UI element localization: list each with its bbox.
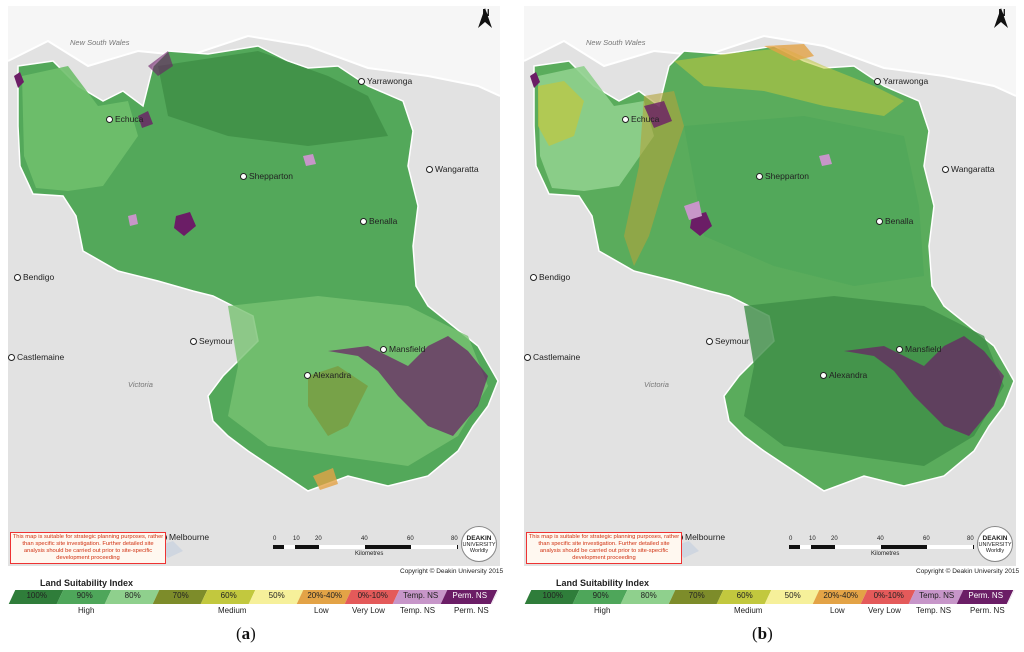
legend-class-20-40: 20%-40%: [296, 590, 353, 604]
place-castlemaine: Castlemaine: [524, 352, 580, 362]
map-frame: New South Wales Victoria N Yarrawonga Ec…: [8, 6, 500, 566]
legend-class-50: 50%: [764, 590, 821, 604]
caption-a: (a): [236, 624, 256, 643]
north-arrow-icon: [478, 8, 492, 28]
place-mansfield: Mansfield: [896, 344, 941, 354]
place-benalla: Benalla: [360, 216, 397, 226]
place-shepparton: Shepparton: [756, 171, 809, 181]
legend-class-0-10: 0%-10%: [860, 590, 917, 604]
copyright: Copyright © Deakin University 2015: [916, 568, 1020, 575]
legend-group-perm-ns: Perm. NS: [454, 606, 489, 615]
place-mansfield: Mansfield: [380, 344, 425, 354]
place-echuca: Echuca: [622, 114, 659, 124]
deakin-logo: DEAKIN UNIVERSITY Worldly: [461, 526, 497, 562]
region-label-nsw: New South Wales: [586, 38, 646, 47]
legend-class-20-40: 20%-40%: [812, 590, 869, 604]
legend-class-perm-ns: Perm. NS: [440, 590, 499, 604]
legend-group-low: Low: [830, 606, 845, 615]
legend-bar: 100% 90% 80% 70% 60% 50% 20%-40% 0%-10% …: [524, 590, 1016, 604]
map-panel-b: New South Wales Victoria N Yarrawonga Ec…: [524, 6, 1020, 615]
legend-group-high: High: [78, 606, 95, 615]
legend-group-very-low: Very Low: [352, 606, 385, 615]
legend-class-90: 90%: [572, 590, 629, 604]
legend-class-80: 80%: [104, 590, 161, 604]
legend-class-temp-ns: Temp. NS: [392, 590, 449, 604]
copyright: Copyright © Deakin University 2015: [400, 568, 504, 575]
legend-class-100: 100%: [524, 590, 581, 604]
region-label-nsw: New South Wales: [70, 38, 130, 47]
caption-b: (b): [752, 624, 773, 643]
legend-class-60: 60%: [200, 590, 257, 604]
legend-group-medium: Medium: [218, 606, 247, 615]
legend-class-60: 60%: [716, 590, 773, 604]
region-label-victoria: Victoria: [644, 380, 669, 389]
place-bendigo: Bendigo: [530, 272, 570, 282]
legend-class-70: 70%: [152, 590, 209, 604]
legend-class-temp-ns: Temp. NS: [908, 590, 965, 604]
place-alexandra: Alexandra: [820, 370, 867, 380]
region-label-victoria: Victoria: [128, 380, 153, 389]
legend-class-0-10: 0%-10%: [344, 590, 401, 604]
legend-group-temp-ns: Temp. NS: [400, 606, 436, 615]
place-alexandra: Alexandra: [304, 370, 351, 380]
place-wangaratta: Wangaratta: [942, 164, 995, 174]
legend-class-50: 50%: [248, 590, 305, 604]
map-frame: New South Wales Victoria N Yarrawonga Ec…: [524, 6, 1016, 566]
legend-group-high: High: [594, 606, 611, 615]
disclaimer-box: This map is suitable for strategic plann…: [526, 532, 682, 564]
north-arrow: N: [478, 8, 494, 28]
place-benalla: Benalla: [876, 216, 913, 226]
scale-bar: 0 10 20 40 60 80 Kilometres: [273, 536, 458, 557]
legend-title: Land Suitability Index: [40, 578, 134, 588]
place-bendigo: Bendigo: [14, 272, 54, 282]
legend-group-very-low: Very Low: [868, 606, 901, 615]
place-wangaratta: Wangaratta: [426, 164, 479, 174]
legend-group-low: Low: [314, 606, 329, 615]
place-castlemaine: Castlemaine: [8, 352, 64, 362]
deakin-logo: DEAKIN UNIVERSITY Worldly: [977, 526, 1013, 562]
legend-bar: 100% 90% 80% 70% 60% 50% 20%-40% 0%-10% …: [8, 590, 500, 604]
place-echuca: Echuca: [106, 114, 143, 124]
place-yarrawonga: Yarrawonga: [358, 76, 412, 86]
legend-class-90: 90%: [56, 590, 113, 604]
legend-class-perm-ns: Perm. NS: [956, 590, 1015, 604]
legend-group-temp-ns: Temp. NS: [916, 606, 952, 615]
legend-class-80: 80%: [620, 590, 677, 604]
place-yarrawonga: Yarrawonga: [874, 76, 928, 86]
place-melbourne: Melbourne: [676, 532, 725, 542]
legend-class-70: 70%: [668, 590, 725, 604]
place-shepparton: Shepparton: [240, 171, 293, 181]
place-seymour: Seymour: [190, 336, 233, 346]
north-arrow: N: [994, 8, 1010, 28]
legend-group-perm-ns: Perm. NS: [970, 606, 1005, 615]
legend-group-medium: Medium: [734, 606, 763, 615]
place-melbourne: Melbourne: [160, 532, 209, 542]
map-canvas: [8, 6, 500, 566]
legend-class-100: 100%: [8, 590, 65, 604]
map-canvas: [524, 6, 1016, 566]
legend-title: Land Suitability Index: [556, 578, 650, 588]
north-arrow-icon: [994, 8, 1008, 28]
scale-bar: 0 10 20 40 60 80 Kilometres: [789, 536, 974, 557]
map-panel-a: New South Wales Victoria N Yarrawonga Ec…: [8, 6, 504, 615]
place-seymour: Seymour: [706, 336, 749, 346]
disclaimer-box: This map is suitable for strategic plann…: [10, 532, 166, 564]
